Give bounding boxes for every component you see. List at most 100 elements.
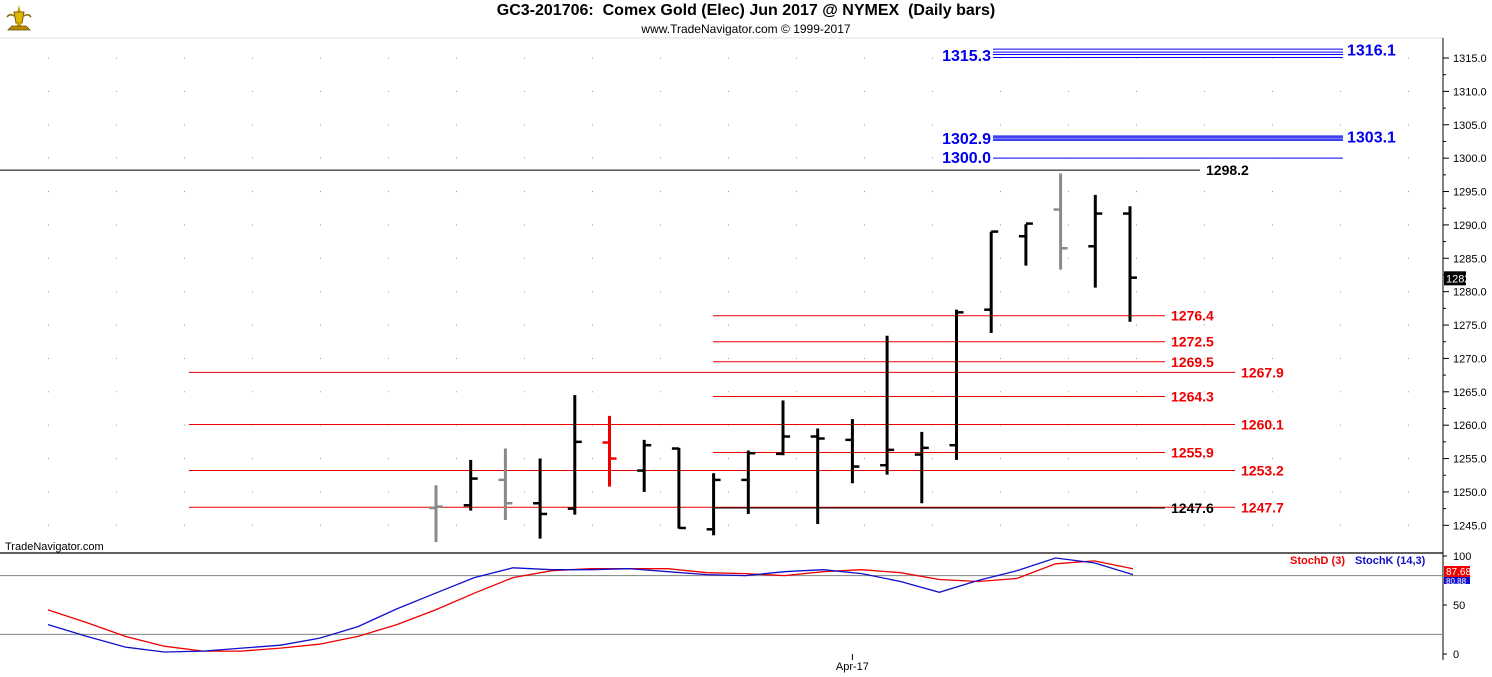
price-tick-label: 1280.0: [1453, 287, 1487, 299]
grid-dot: [932, 291, 933, 293]
grid-dot: [1272, 257, 1273, 259]
price-tick-label: 1285.0: [1453, 253, 1487, 265]
grid-dot: [1408, 458, 1409, 460]
grid-dot: [1340, 357, 1341, 359]
grid-dot: [592, 324, 593, 326]
grid-dot: [660, 90, 661, 92]
grid-dot: [1340, 57, 1341, 59]
grid-dot: [320, 224, 321, 226]
grid-dot: [1340, 124, 1341, 126]
grid-dot: [1272, 90, 1273, 92]
grid-dot: [116, 57, 117, 59]
grid-dot: [660, 491, 661, 493]
grid-dot: [184, 458, 185, 460]
grid-dot: [456, 391, 457, 393]
stoch-series-line: [47, 560, 1134, 652]
grid-dot: [1136, 357, 1137, 359]
grid-dot: [116, 424, 117, 426]
grid-dot: [184, 124, 185, 126]
grid-dot: [1000, 491, 1001, 493]
grid-dot: [48, 57, 49, 59]
grid-dot: [116, 157, 117, 159]
grid-dot: [864, 391, 865, 393]
price-tick-label: 1275.0: [1453, 320, 1487, 332]
stoch-tick-label: 100: [1453, 551, 1471, 563]
grid-dot: [524, 90, 525, 92]
grid-dot: [456, 257, 457, 259]
grid-dot: [796, 458, 797, 460]
grid-dots: [48, 57, 1409, 526]
price-tick-label: 1300.0: [1453, 153, 1487, 165]
grid-dot: [184, 224, 185, 226]
grid-dot: [1068, 424, 1069, 426]
grid-dot: [1340, 224, 1341, 226]
grid-dot: [1408, 391, 1409, 393]
grid-dot: [1136, 124, 1137, 126]
grid-dot: [1068, 458, 1069, 460]
grid-dot: [728, 191, 729, 193]
grid-dot: [184, 391, 185, 393]
grid-dot: [660, 157, 661, 159]
grid-dot: [660, 524, 661, 526]
grid-dot: [796, 357, 797, 359]
grid-dot: [456, 124, 457, 126]
grid-dot: [728, 224, 729, 226]
level-label: 1276.4: [1171, 308, 1214, 324]
grid-dot: [1068, 257, 1069, 259]
grid-dot: [1136, 458, 1137, 460]
grid-dot: [1000, 191, 1001, 193]
grid-dot: [1136, 291, 1137, 293]
grid-dot: [932, 257, 933, 259]
grid-dot: [728, 157, 729, 159]
grid-dot: [1408, 291, 1409, 293]
price-tick-label: 1270.0: [1453, 353, 1487, 365]
grid-dot: [184, 524, 185, 526]
grid-dot: [932, 157, 933, 159]
grid-dot: [116, 257, 117, 259]
grid-dot: [796, 491, 797, 493]
grid-dot: [524, 424, 525, 426]
grid-dot: [116, 491, 117, 493]
grid-dot: [1408, 157, 1409, 159]
level-label: 1255.9: [1171, 445, 1214, 461]
grid-dot: [456, 424, 457, 426]
grid-dot: [48, 257, 49, 259]
grid-dot: [184, 324, 185, 326]
grid-dot: [660, 391, 661, 393]
grid-dot: [1136, 90, 1137, 92]
grid-dot: [320, 491, 321, 493]
grid-dot: [796, 124, 797, 126]
chart-title: GC3-201706: Comex Gold (Elec) Jun 2017 @…: [496, 2, 996, 19]
grid-dot: [592, 257, 593, 259]
grid-dot: [1000, 57, 1001, 59]
grid-dot: [1340, 491, 1341, 493]
grid-dot: [932, 224, 933, 226]
grid-dot: [1204, 90, 1205, 92]
grid-dot: [1000, 90, 1001, 92]
grid-dot: [388, 90, 389, 92]
grid-dot: [48, 524, 49, 526]
grid-dot: [48, 124, 49, 126]
grid-dot: [1136, 57, 1137, 59]
grid-dot: [388, 224, 389, 226]
grid-dot: [320, 257, 321, 259]
grid-dot: [864, 257, 865, 259]
grid-dot: [932, 391, 933, 393]
grid-dot: [592, 357, 593, 359]
grid-dot: [592, 57, 593, 59]
grid-dot: [728, 124, 729, 126]
grid-dot: [932, 524, 933, 526]
grid-dot: [864, 157, 865, 159]
grid-dot: [252, 257, 253, 259]
grid-dot: [388, 157, 389, 159]
grid-dot: [660, 224, 661, 226]
grid-dot: [932, 324, 933, 326]
grid-dot: [1408, 324, 1409, 326]
grid-dot: [1408, 424, 1409, 426]
grid-dot: [1272, 424, 1273, 426]
grid-dot: [1408, 224, 1409, 226]
grid-dot: [456, 191, 457, 193]
grid-dot: [184, 57, 185, 59]
grid-dot: [1000, 357, 1001, 359]
level-label: 1300.0: [942, 150, 991, 167]
